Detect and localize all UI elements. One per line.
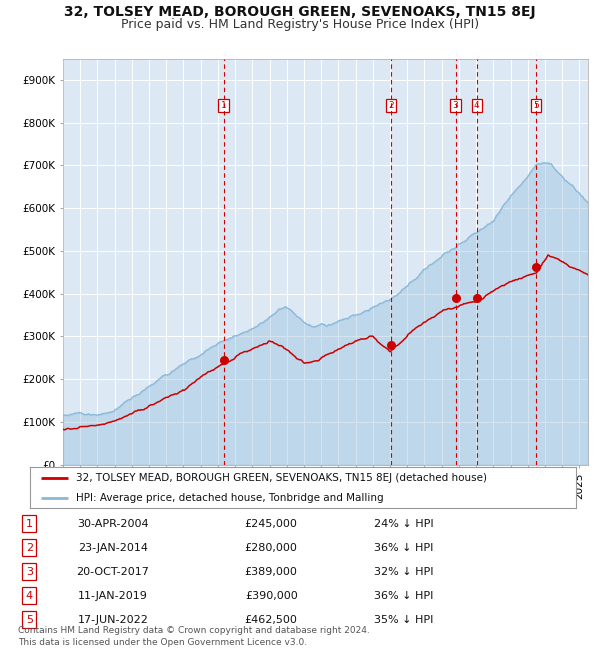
Text: 24% ↓ HPI: 24% ↓ HPI [374, 519, 433, 528]
Text: 32, TOLSEY MEAD, BOROUGH GREEN, SEVENOAKS, TN15 8EJ: 32, TOLSEY MEAD, BOROUGH GREEN, SEVENOAK… [64, 5, 536, 19]
Text: 3: 3 [26, 567, 33, 577]
Text: 1: 1 [221, 101, 226, 110]
Text: £280,000: £280,000 [245, 543, 298, 552]
Text: 11-JAN-2019: 11-JAN-2019 [78, 591, 148, 601]
Text: 36% ↓ HPI: 36% ↓ HPI [374, 543, 433, 552]
Text: 23-JAN-2014: 23-JAN-2014 [78, 543, 148, 552]
Text: 5: 5 [26, 615, 33, 625]
Text: £245,000: £245,000 [245, 519, 298, 528]
Text: 32, TOLSEY MEAD, BOROUGH GREEN, SEVENOAKS, TN15 8EJ (detached house): 32, TOLSEY MEAD, BOROUGH GREEN, SEVENOAK… [76, 473, 487, 484]
Text: 3: 3 [453, 101, 458, 110]
Text: 2: 2 [388, 101, 394, 110]
Text: 1: 1 [26, 519, 33, 528]
Text: 32% ↓ HPI: 32% ↓ HPI [374, 567, 433, 577]
Text: £390,000: £390,000 [245, 591, 298, 601]
Text: £389,000: £389,000 [245, 567, 298, 577]
Text: HPI: Average price, detached house, Tonbridge and Malling: HPI: Average price, detached house, Tonb… [76, 493, 384, 503]
Text: 2: 2 [26, 543, 33, 552]
Text: £462,500: £462,500 [245, 615, 298, 625]
Text: 17-JUN-2022: 17-JUN-2022 [77, 615, 148, 625]
Text: 5: 5 [533, 101, 539, 110]
Text: 20-OCT-2017: 20-OCT-2017 [76, 567, 149, 577]
Text: Price paid vs. HM Land Registry's House Price Index (HPI): Price paid vs. HM Land Registry's House … [121, 18, 479, 31]
Text: 30-APR-2004: 30-APR-2004 [77, 519, 149, 528]
Text: 35% ↓ HPI: 35% ↓ HPI [374, 615, 433, 625]
Text: 4: 4 [474, 101, 479, 110]
Text: 4: 4 [26, 591, 33, 601]
Text: Contains HM Land Registry data © Crown copyright and database right 2024.
This d: Contains HM Land Registry data © Crown c… [18, 626, 370, 647]
Text: 36% ↓ HPI: 36% ↓ HPI [374, 591, 433, 601]
